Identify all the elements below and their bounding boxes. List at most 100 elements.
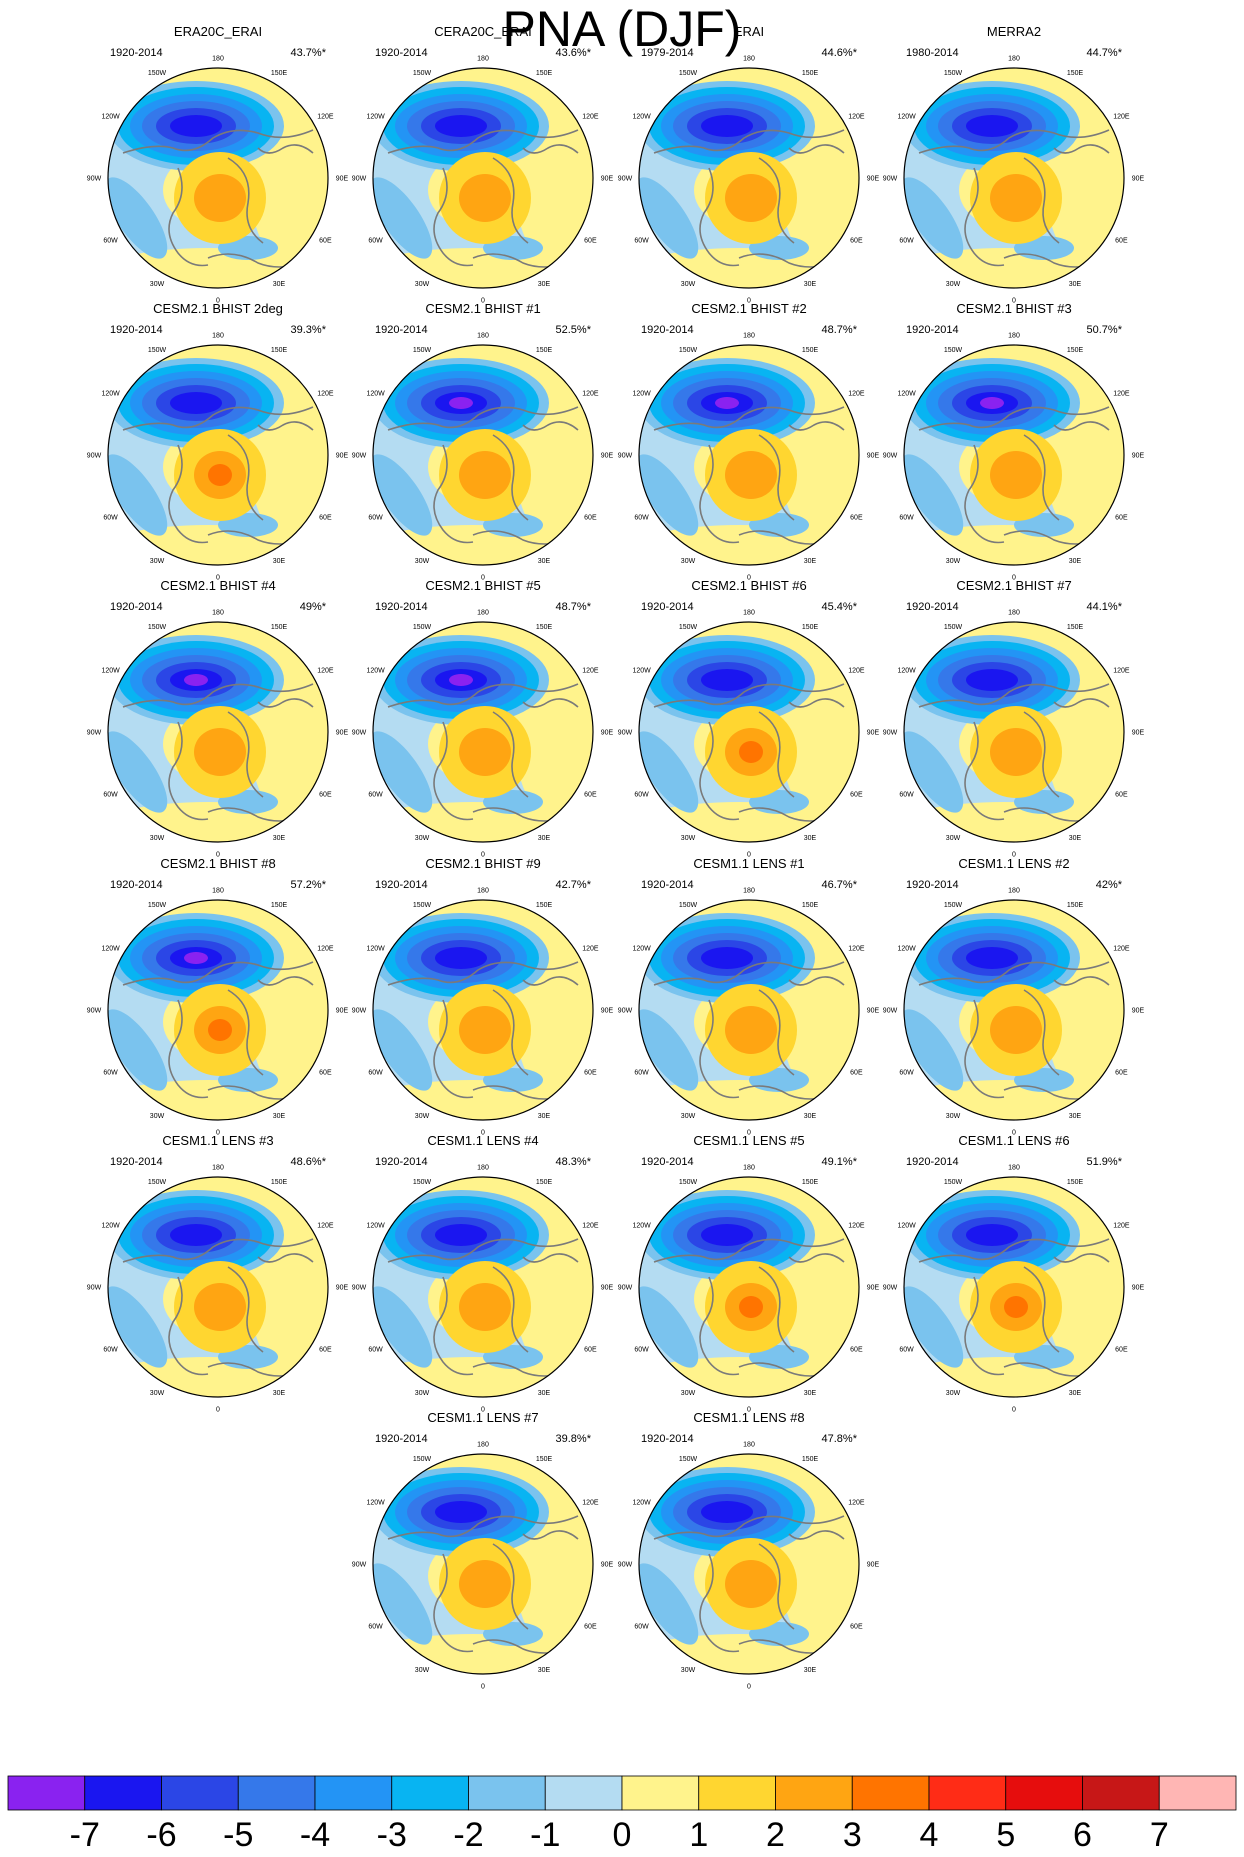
- longitude-label: 150E: [1067, 624, 1084, 631]
- longitude-label: 150E: [536, 624, 553, 631]
- longitude-label: 150E: [802, 1179, 819, 1186]
- longitude-label: 90W: [352, 176, 367, 183]
- longitude-label: 120E: [582, 1500, 599, 1507]
- longitude-label: 120E: [1113, 946, 1130, 953]
- longitude-label: 60E: [1115, 238, 1128, 245]
- longitude-label: 60E: [584, 792, 597, 799]
- panel-title: ERA20C_ERAI: [174, 24, 262, 39]
- longitude-label: 30E: [273, 1390, 286, 1397]
- longitude-label: 30W: [415, 1667, 430, 1674]
- panel-variance: 42.7%*: [556, 879, 592, 891]
- longitude-label: 120E: [582, 1223, 599, 1230]
- longitude-label: 180: [1008, 333, 1020, 340]
- longitude-label: 90W: [618, 1285, 633, 1292]
- longitude-label: 60W: [368, 792, 383, 799]
- longitude-label: 0: [216, 1407, 220, 1414]
- panel-period: 1920-2014: [641, 324, 694, 336]
- longitude-label: 0: [1012, 575, 1016, 582]
- longitude-label: 150W: [679, 624, 698, 631]
- longitude-label: 90E: [601, 176, 614, 183]
- longitude-label: 90E: [867, 176, 880, 183]
- longitude-label: 150W: [679, 347, 698, 354]
- panel-variance: 42%*: [1096, 879, 1123, 891]
- panel-period: 1920-2014: [110, 324, 163, 336]
- longitude-label: 150W: [413, 624, 432, 631]
- longitude-label: 60W: [103, 792, 118, 799]
- colorbar-tick-label: -1: [530, 1816, 560, 1854]
- longitude-label: 90W: [87, 176, 102, 183]
- panel-period: 1920-2014: [641, 601, 694, 613]
- longitude-label: 90E: [867, 1562, 880, 1569]
- longitude-label: 0: [1012, 1130, 1016, 1137]
- longitude-label: 90W: [87, 453, 102, 460]
- map-panel: 180 150W 150E 120W 120E 90W 90E 60W 60E 30W 30E 0 ER…: [618, 24, 880, 305]
- longitude-label: 150W: [413, 1456, 432, 1463]
- longitude-label: 60W: [368, 1070, 383, 1077]
- colorbar-tick-label: 7: [1150, 1816, 1169, 1854]
- colorbar-tick-label: 4: [920, 1816, 939, 1854]
- panel-period: 1920-2014: [641, 1156, 694, 1168]
- longitude-label: 90E: [601, 730, 614, 737]
- panel-title: CESM2.1 BHIST #7: [956, 578, 1071, 593]
- longitude-label: 150W: [148, 347, 167, 354]
- longitude-label: 0: [481, 298, 485, 305]
- longitude-label: 0: [1012, 298, 1016, 305]
- longitude-label: 120W: [897, 114, 916, 121]
- longitude-label: 120E: [848, 1223, 865, 1230]
- panel-title: CESM2.1 BHIST #1: [425, 301, 540, 316]
- longitude-label: 30E: [804, 558, 817, 565]
- longitude-label: 60W: [634, 1347, 649, 1354]
- longitude-label: 30E: [273, 558, 286, 565]
- longitude-label: 90W: [87, 730, 102, 737]
- colorbar-tick-label: 1: [689, 1816, 708, 1854]
- panel-title: CESM2.1 BHIST 2deg: [153, 301, 283, 316]
- longitude-label: 150E: [1067, 902, 1084, 909]
- panel-variance: 48.7%*: [822, 324, 858, 336]
- longitude-label: 150E: [271, 624, 288, 631]
- longitude-label: 60E: [850, 1624, 863, 1631]
- panel-variance: 47.8%*: [822, 1433, 858, 1445]
- colorbar-tick-label: -7: [70, 1816, 100, 1854]
- panel-period: 1920-2014: [375, 47, 428, 59]
- panel-period: 1920-2014: [375, 324, 428, 336]
- longitude-label: 90W: [883, 453, 898, 460]
- panel-period: 1920-2014: [906, 324, 959, 336]
- longitude-label: 180: [477, 610, 489, 617]
- longitude-label: 60E: [850, 1347, 863, 1354]
- longitude-label: 120E: [582, 391, 599, 398]
- longitude-label: 60E: [850, 792, 863, 799]
- colorbar-swatch: [7, 1775, 86, 1811]
- panel-title: CESM2.1 BHIST #5: [425, 578, 540, 593]
- longitude-label: 30E: [273, 281, 286, 288]
- longitude-label: 90E: [867, 1285, 880, 1292]
- longitude-label: 60E: [850, 238, 863, 245]
- longitude-label: 30E: [1069, 281, 1082, 288]
- longitude-label: 30E: [1069, 1113, 1082, 1120]
- colorbar-swatch: [1005, 1775, 1083, 1811]
- longitude-label: 120W: [632, 391, 651, 398]
- panel-period: 1920-2014: [375, 1156, 428, 1168]
- longitude-label: 120W: [101, 1223, 120, 1230]
- longitude-label: 120W: [366, 1500, 385, 1507]
- longitude-label: 120W: [897, 1223, 916, 1230]
- longitude-label: 90W: [352, 1008, 367, 1015]
- longitude-label: 180: [1008, 56, 1020, 63]
- longitude-label: 120W: [101, 114, 120, 121]
- longitude-label: 30W: [415, 835, 430, 842]
- panel-title: CESM1.1 LENS #5: [693, 1133, 804, 1148]
- longitude-label: 150E: [536, 70, 553, 77]
- panel-title: CESM1.1 LENS #3: [162, 1133, 273, 1148]
- longitude-label: 90E: [1132, 730, 1145, 737]
- longitude-label: 180: [212, 333, 224, 340]
- longitude-label: 150E: [271, 902, 288, 909]
- panel-title: CESM1.1 LENS #7: [427, 1410, 538, 1425]
- longitude-label: 90W: [618, 730, 633, 737]
- panel-title: MERRA2: [987, 24, 1041, 39]
- longitude-label: 60E: [584, 1347, 597, 1354]
- longitude-label: 150E: [1067, 347, 1084, 354]
